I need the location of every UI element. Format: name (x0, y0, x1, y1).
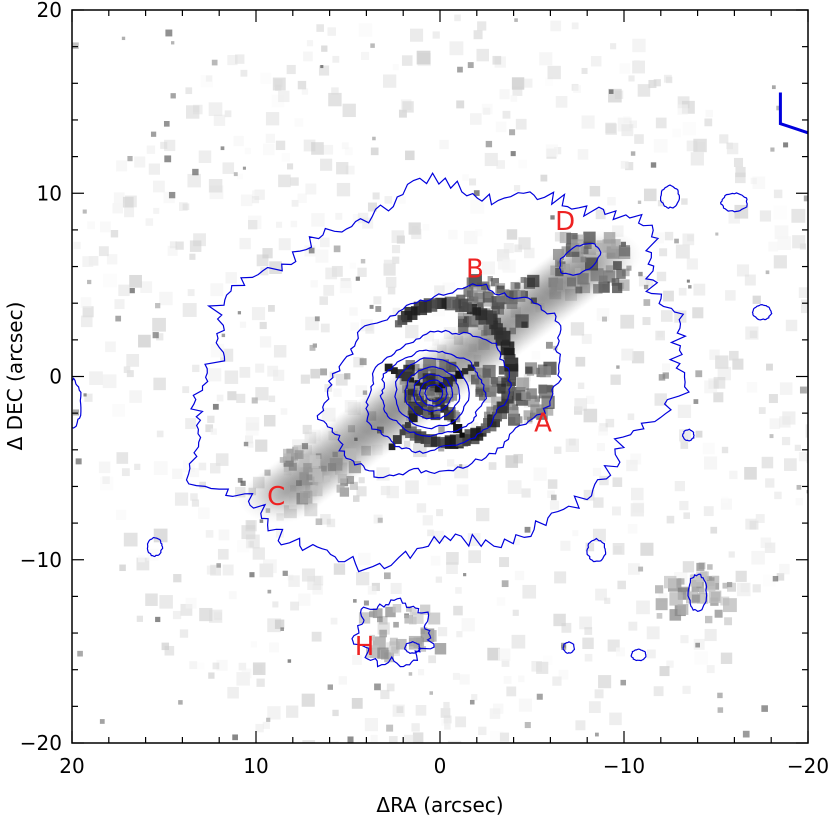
y-axis-title: Δ DEC (arcsec) (3, 302, 27, 451)
y-tick-label: 10 (37, 181, 62, 205)
contour-core-2 (404, 366, 461, 420)
contour-core-3 (412, 373, 454, 413)
contour-core-5 (424, 383, 444, 402)
contour-small-8 (586, 537, 607, 563)
x-tick-label: −20 (787, 754, 829, 778)
x-tick-label: 0 (434, 754, 447, 778)
contour-small-1 (558, 242, 602, 276)
y-tick-labels: −20 −10 0 10 20 (20, 0, 62, 755)
x-tick-label: −10 (603, 754, 645, 778)
contour-level-3 (365, 329, 512, 454)
region-label-h: H (355, 632, 375, 662)
emission-knot-D (552, 248, 564, 260)
x-axis-title: ΔRA (arcsec) (376, 793, 503, 817)
contour-small-9 (681, 428, 695, 442)
region-label-a: A (534, 409, 552, 439)
contour-small-7 (146, 536, 164, 558)
tick-marks (71, 9, 809, 744)
emission-knot-H (411, 612, 424, 624)
contour-core-4 (418, 379, 448, 407)
grayscale-emission-map (72, 14, 808, 743)
contour-outer (185, 172, 690, 573)
region-label-d: D (555, 207, 575, 237)
contour-knot-h (351, 597, 435, 668)
contour-small-2 (687, 573, 708, 612)
contour-small-6 (659, 184, 681, 210)
contour-level-4 (379, 349, 488, 438)
contour-small-4 (720, 192, 748, 213)
contour-small-10 (404, 641, 421, 654)
y-tick-label: −10 (20, 548, 62, 572)
region-labels: A B C D H (267, 207, 575, 662)
x-tick-label: 10 (243, 754, 268, 778)
contour-core-1 (394, 357, 470, 430)
contour-level-2 (316, 283, 563, 479)
region-label-b: B (466, 255, 484, 285)
y-tick-label: 20 (37, 0, 62, 22)
contour-small-3 (72, 377, 82, 429)
contour-edge-feature (778, 92, 808, 135)
region-label-c: C (267, 482, 285, 512)
y-tick-label: −20 (20, 731, 62, 755)
contour-small-12 (562, 641, 576, 654)
x-tick-labels: 20 10 0 −10 −20 (59, 754, 829, 778)
y-tick-label: 0 (49, 365, 62, 389)
contour-small-5 (751, 303, 773, 321)
contour-layer (72, 92, 808, 668)
x-tick-label: 20 (59, 754, 84, 778)
contour-small-11 (630, 648, 647, 662)
